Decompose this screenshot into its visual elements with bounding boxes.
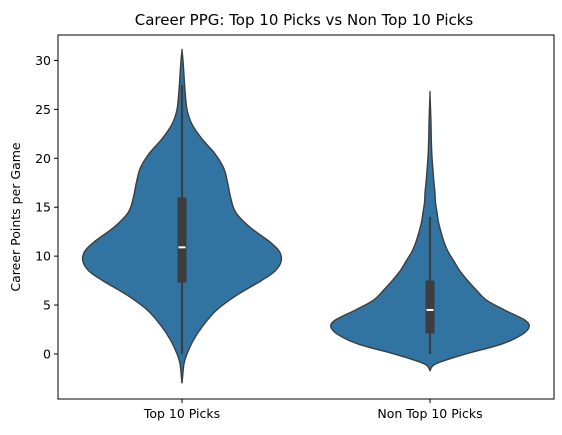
chart-title: Career PPG: Top 10 Picks vs Non Top 10 P…	[135, 11, 474, 29]
plot-frame	[57, 34, 555, 400]
violin-iqr-box	[425, 280, 435, 334]
x-axis: Top 10 Picks Non Top 10 Picks	[143, 399, 483, 421]
y-tick-label: 15	[35, 200, 51, 215]
y-tick-label: 10	[35, 249, 51, 264]
y-tick-label: 5	[43, 298, 51, 313]
y-tick-label: 20	[35, 151, 51, 166]
violin-iqr-box	[177, 197, 187, 283]
y-tick-label: 0	[43, 346, 51, 361]
y-tick-label: 25	[35, 102, 51, 117]
y-axis-label: Career Points per Game	[8, 142, 23, 292]
x-tick-label: Non Top 10 Picks	[377, 406, 482, 421]
y-axis: 0 5 10 15 20 25 30	[35, 53, 58, 361]
x-tick-label: Top 10 Picks	[143, 406, 220, 421]
y-tick-label: 30	[35, 53, 51, 68]
violins-layer	[81, 48, 530, 384]
